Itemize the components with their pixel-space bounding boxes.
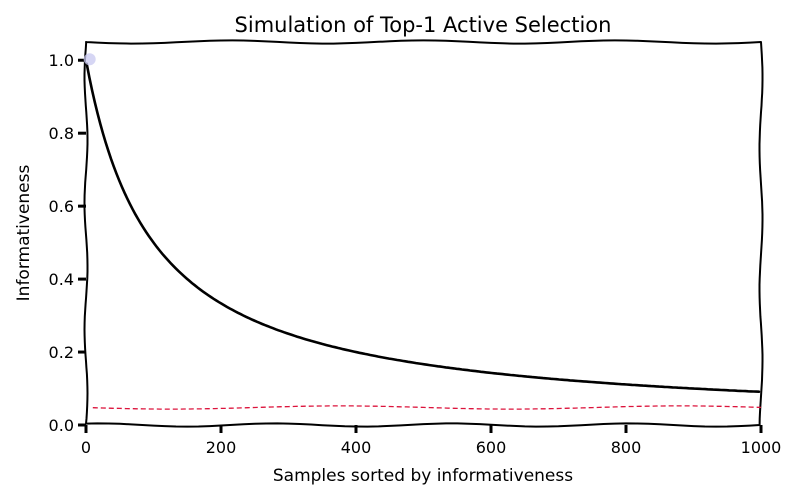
y-tick-label: 1.0 [49, 51, 74, 70]
x-tick-label: 400 [341, 438, 372, 457]
chart-title: Simulation of Top-1 Active Selection [235, 13, 612, 37]
threshold-line [92, 405, 762, 410]
x-axis-ticks: 0 200 400 600 800 1000 [81, 425, 781, 457]
series-line-informativeness [85, 62, 761, 394]
y-axis-label: Informativeness [14, 165, 34, 302]
y-tick-label: 0.4 [49, 270, 74, 289]
y-tick-label: 0.0 [49, 416, 74, 435]
plot-frame [83, 39, 764, 428]
x-axis-label: Samples sorted by informativeness [273, 466, 573, 486]
y-tick-label: 0.6 [49, 197, 74, 216]
y-tick-label: 0.8 [49, 124, 74, 143]
series-group [83, 53, 762, 410]
x-tick-label: 1000 [741, 438, 782, 457]
x-tick-label: 600 [476, 438, 507, 457]
selected-sample-point [83, 53, 96, 66]
x-tick-label: 800 [611, 438, 642, 457]
y-tick-label: 0.2 [49, 343, 74, 362]
x-tick-label: 0 [81, 438, 91, 457]
x-tick-label: 200 [206, 438, 237, 457]
y-axis-ticks: 0.0 0.2 0.4 0.6 0.8 1.0 [49, 51, 86, 435]
